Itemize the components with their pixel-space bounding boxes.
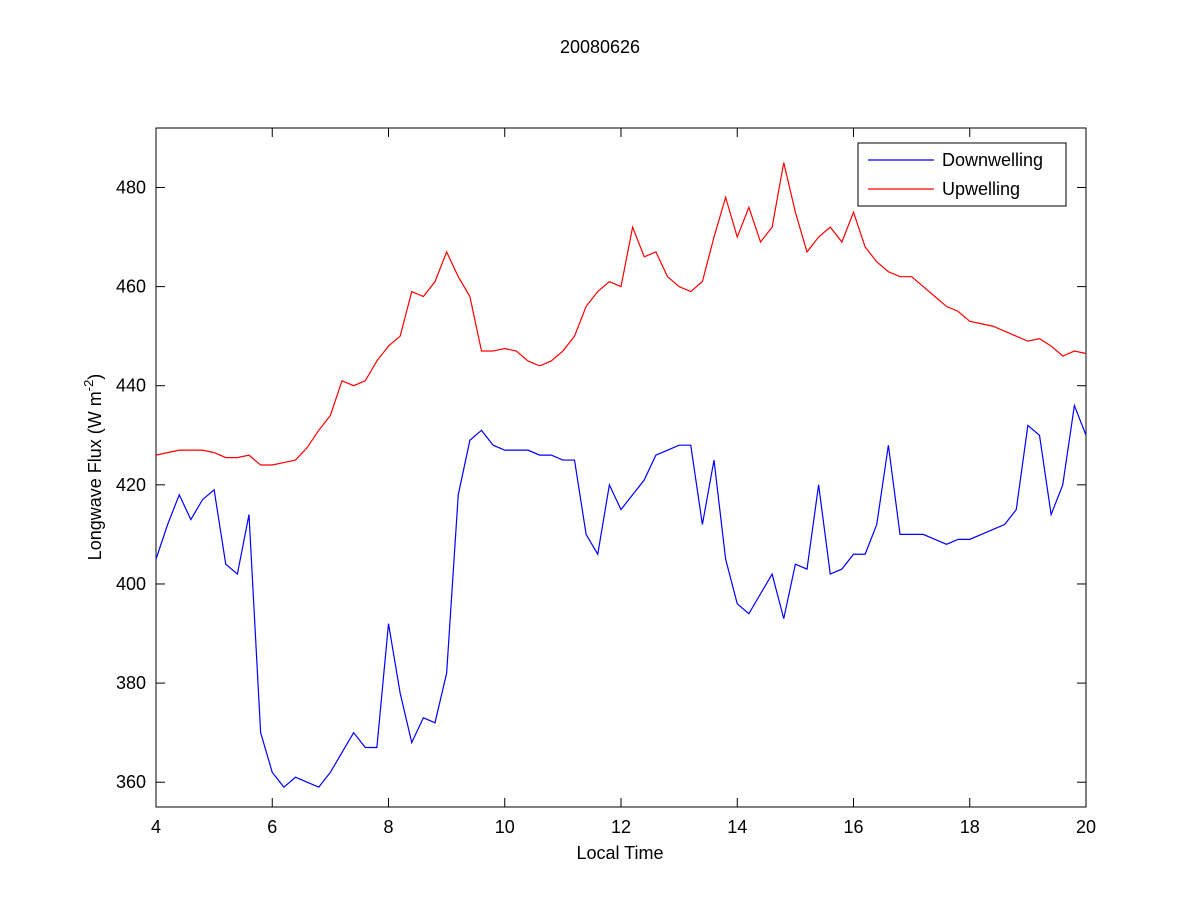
x-tick-label: 4 xyxy=(151,817,161,837)
data-line xyxy=(155,162,1087,466)
legend-label: Upwelling xyxy=(942,179,1020,199)
y-label-text: Longwave Flux (W m xyxy=(85,391,105,560)
y-label-suffix: ) xyxy=(85,374,105,380)
plot-frame xyxy=(155,127,1087,808)
y-tick-label: 440 xyxy=(116,376,146,396)
legend-label: Downwelling xyxy=(942,150,1043,170)
y-label-sup: -2 xyxy=(81,380,96,392)
x-tick-label: 6 xyxy=(267,817,277,837)
x-axis-label: Local Time xyxy=(576,843,663,863)
y-tick-label: 420 xyxy=(116,475,146,495)
y-tick-label: 360 xyxy=(116,772,146,792)
chart-title: 20080626 xyxy=(560,37,640,57)
x-tick-label: 20 xyxy=(1076,817,1096,837)
x-tick-label: 8 xyxy=(383,817,393,837)
data-line xyxy=(155,403,1087,789)
x-tick-label: 10 xyxy=(495,817,515,837)
y-tick-label: 400 xyxy=(116,574,146,594)
legend-box xyxy=(857,142,1067,207)
y-tick-label: 380 xyxy=(116,673,146,693)
y-tick-label: 460 xyxy=(116,277,146,297)
x-tick-label: 18 xyxy=(960,817,980,837)
x-tick-label: 14 xyxy=(727,817,747,837)
x-tick-label: 16 xyxy=(843,817,863,837)
x-tick-label: 12 xyxy=(611,817,631,837)
y-tick-label: 480 xyxy=(116,177,146,197)
y-axis-label: Longwave Flux (W m-2) xyxy=(81,374,105,561)
